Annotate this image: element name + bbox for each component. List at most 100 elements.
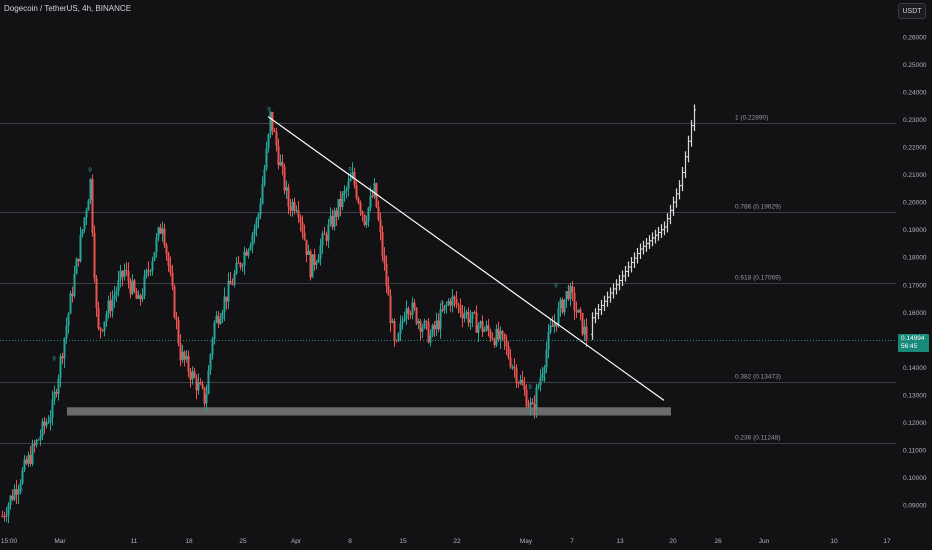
candle-body [535,387,538,411]
candle-body [251,235,254,246]
candle-body [201,384,204,388]
candle-body [143,275,146,296]
candle-body [497,328,500,340]
candle-body [487,325,490,332]
candle-body [561,299,564,313]
candle-body [389,295,392,323]
candle-body [575,310,578,313]
candle-body [111,299,114,312]
x-tick-label: 18 [185,538,193,545]
candle-body [417,321,420,324]
candle-body [473,312,476,314]
y-tick-label: 0.25000 [903,62,927,69]
candle-body [213,322,216,340]
candle-body [231,284,234,286]
candle-body [133,280,136,292]
candle-body [359,203,362,212]
candle-body [185,355,188,360]
candle-body [155,237,158,253]
sequence-marker-9: 9 [341,191,345,197]
candle-body [357,197,360,204]
candle-body [245,251,248,256]
candle-body [483,329,486,332]
candle-body [423,320,426,328]
candle-body [277,146,280,166]
candle-body [125,269,128,271]
candle-body [379,219,382,233]
candle-body [385,263,388,286]
sequence-marker-9: 9 [19,489,23,495]
candle-body [123,269,126,277]
candle-body [347,181,350,190]
candle-body [69,293,72,314]
candle-body [449,301,452,306]
candle-body [559,299,562,309]
candle-body [471,312,474,320]
candle-body [31,444,34,464]
x-tick-label: 13 [616,538,624,545]
candle-body [543,367,546,374]
candle-body [287,187,290,207]
candle-body [267,134,270,149]
candle-body [141,295,144,300]
candle-body [407,308,410,314]
candle-body [49,417,52,423]
candle-body [235,262,238,274]
y-tick-label: 0.17000 [903,282,927,289]
candle-body [549,325,552,333]
candle-body [119,270,122,280]
candle-body [463,314,466,319]
candle-body [273,130,276,133]
candle-body [187,355,190,372]
descending-trendline[interactable] [267,116,665,401]
candle-body [545,349,548,368]
candle-body [87,200,90,211]
candle-body [435,320,438,330]
candle-body [131,280,134,294]
x-tick-label: 20 [669,538,677,545]
candle-body [239,263,242,267]
candle-body [149,270,152,272]
candle-body [571,286,574,293]
candle-body [43,421,46,426]
y-tick-label: 0.13000 [903,392,927,399]
candle-body [163,228,166,246]
candle-body [259,203,262,215]
candle-body [325,234,328,241]
candle-body [501,331,504,334]
candle-body [45,422,48,426]
candle-body [565,291,568,300]
candle-body [305,239,308,255]
candle-body [345,189,348,191]
candle-body [177,319,180,344]
currency-selector-button[interactable]: USDT [898,3,926,19]
candle-body [269,111,272,135]
candle-body [409,313,412,315]
candle-body [247,249,250,256]
candle-body [59,356,62,379]
candle-body [513,366,516,369]
candle-body [419,321,422,332]
candle-body [93,232,96,279]
candle-body [413,302,416,309]
candle-body [433,325,436,330]
x-tick-label: Jun [759,538,770,545]
candle-body [139,295,142,300]
candle-body [35,440,38,446]
candle-body [271,111,274,131]
candle-body [437,320,440,330]
candle-body [405,308,408,319]
y-tick-label: 0.19000 [903,227,927,234]
support-zone-rect[interactable] [67,407,671,416]
candle-body [517,382,520,384]
sequence-markers: 9 9 9 9 9 9 9 9 9 9 9 [19,107,571,494]
candle-body [157,227,160,238]
candle-body [221,312,224,319]
candle-body [243,251,246,266]
candle-body [553,323,556,327]
candle-body [309,250,312,278]
sequence-marker-9: 9 [542,377,546,383]
candle-body [491,338,494,340]
candle-body [53,391,56,400]
